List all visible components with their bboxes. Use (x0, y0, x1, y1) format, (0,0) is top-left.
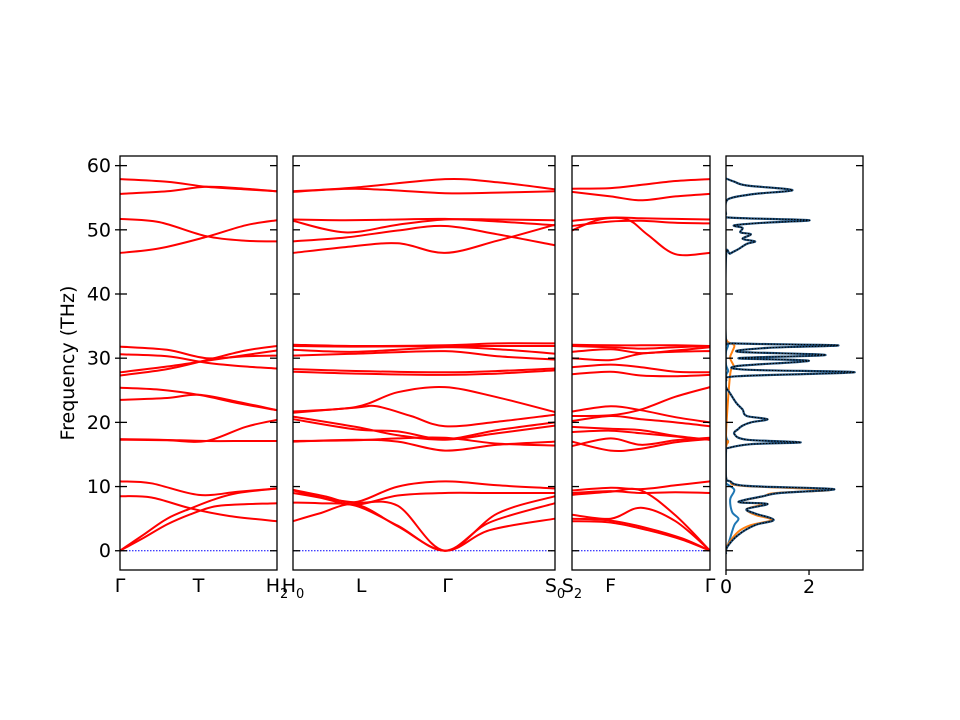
band-panel-2: H0 L Γ S0 (282, 156, 565, 602)
band-panel-1: Γ T H2 (115, 156, 289, 602)
y-axis-label: Frequency (THz) (57, 286, 79, 441)
k-point-label: L (356, 575, 367, 597)
band-line (120, 395, 277, 411)
band-line (572, 387, 710, 416)
band-line (120, 481, 277, 495)
y-tick-label: 40 (87, 284, 111, 306)
y-tick-label: 20 (87, 412, 111, 434)
y-tick-label: 0 (99, 540, 111, 562)
y-tick-label: 50 (87, 219, 111, 241)
k-point-label: T (192, 575, 205, 597)
band-line (293, 387, 555, 412)
band-line (572, 481, 710, 490)
x-tick-label: 0 (720, 576, 732, 598)
band-line (293, 179, 555, 191)
y-tick-label: 30 (87, 348, 111, 370)
dos-total-line (723, 179, 855, 555)
k-point-label: F (605, 575, 616, 597)
y-tick-label: 60 (87, 155, 111, 177)
band-line (572, 365, 710, 373)
k-point-label: Γ (705, 575, 716, 597)
band-line (572, 345, 710, 346)
y-tick-label: 10 (87, 476, 111, 498)
band-panel-3: S2 F Γ (562, 156, 716, 602)
band-line (293, 490, 555, 550)
k-point-label: Γ (442, 575, 453, 597)
x-tick-label: 2 (803, 576, 815, 598)
band-line (572, 519, 710, 551)
band-line (572, 192, 710, 200)
band-line (572, 179, 710, 189)
k-point-label: Γ (115, 575, 126, 597)
band-line (572, 416, 710, 426)
band-line (120, 220, 277, 253)
dos-curves (723, 179, 855, 555)
band-line (120, 179, 277, 191)
frequency-axis: 0 10 20 30 40 50 60 (87, 155, 120, 562)
band-line (572, 438, 710, 446)
band-line (120, 496, 277, 521)
